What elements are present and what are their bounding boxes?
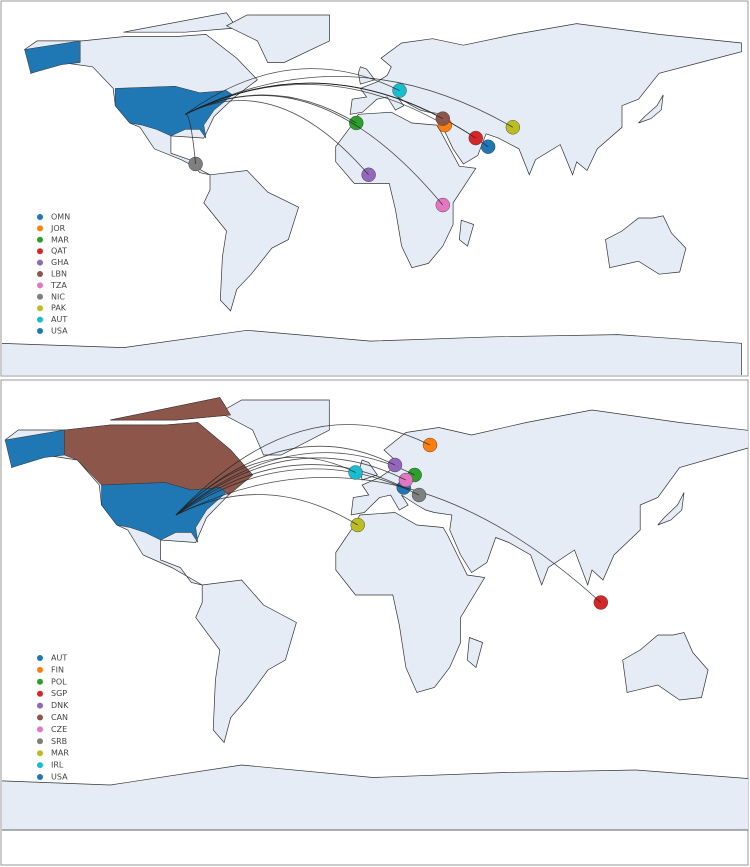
legend-marker [37,678,43,685]
legend-marker [37,726,43,733]
landmass [638,94,664,124]
legend-label: MAR [51,235,69,244]
landmass [335,111,477,269]
legend-marker [37,702,43,709]
map-panel: AUT FIN POL SGP DNK CAN CZE SRB MAR IRL USA [0,379,749,866]
landmass [203,170,300,312]
legend-label: CZE [51,725,67,734]
landmass [350,409,748,587]
legend-marker [37,236,43,243]
legend-label: USA [51,773,68,782]
country-region [4,429,65,468]
route-arc [175,452,415,516]
legend-marker [37,714,43,721]
legend-label: OMN [51,213,70,222]
landmass [335,512,486,693]
legend-marker [37,666,43,673]
country-region [361,167,376,183]
route-arc [185,82,443,119]
route-arc [175,456,356,516]
legend-label: AUT [51,654,67,663]
legend-marker [37,655,43,661]
legend-label: QAT [51,247,67,256]
route-arc [175,424,431,516]
route-arc [185,100,369,176]
landmass [219,399,330,456]
legend-label: IRL [51,761,64,770]
legend-marker [37,328,43,334]
route-arc [185,113,196,165]
route-arc [175,464,404,516]
legend-marker [37,305,43,312]
legend-label: SRB [51,737,67,746]
legend-marker [37,316,43,323]
route-arc [185,68,400,115]
legend-label: CAN [51,713,68,722]
map [2,397,748,831]
landmass [225,14,330,63]
country-region [24,40,81,74]
landmass [622,632,709,701]
legend-label: SGP [51,689,67,698]
legend-label: AUT [51,315,67,324]
legend-label: MAR [51,749,69,758]
landmass [2,764,748,831]
legend-label: FIN [51,665,64,674]
legend-marker [37,293,43,300]
legend-label: NIC [51,292,65,301]
route-arc [175,494,358,526]
legend-marker [37,259,43,266]
landmass [466,637,484,669]
map [2,12,742,375]
country-region [115,85,234,139]
legend-marker [37,282,43,289]
legend-marker [37,738,43,745]
landmass [2,329,742,375]
landmass [657,492,685,526]
route-arc [185,95,444,206]
route-arc [175,476,602,603]
legend-label: LBN [51,270,67,279]
legend-label: DNK [51,701,69,710]
landmass [349,23,742,176]
map-panel: OMN JOR MAR QAT GHA LBN TZA NIC PAK AUT USA [0,0,749,377]
legend-marker [37,690,43,697]
legend-marker [37,774,43,780]
country-region [468,130,483,146]
landmass [458,219,475,247]
landmass [195,579,297,744]
legend-marker [37,214,43,220]
legend-marker [37,271,43,277]
legend-label: PAK [51,304,67,313]
legend-marker [37,225,43,232]
legend-label: GHA [51,258,69,267]
legend-marker [37,248,43,255]
route-arc [185,75,514,128]
legend-label: JOR [50,224,66,233]
route-arc [175,457,407,516]
landmass [605,215,687,275]
route-arc [175,468,420,516]
legend-marker [37,750,43,757]
legend-marker [37,762,43,769]
legend-label: POL [51,677,67,686]
country-region [110,397,232,421]
legend-label: USA [51,327,68,336]
legend-label: TZA [50,281,67,290]
